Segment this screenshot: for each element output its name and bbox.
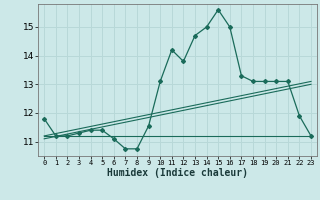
X-axis label: Humidex (Indice chaleur): Humidex (Indice chaleur)	[107, 168, 248, 178]
